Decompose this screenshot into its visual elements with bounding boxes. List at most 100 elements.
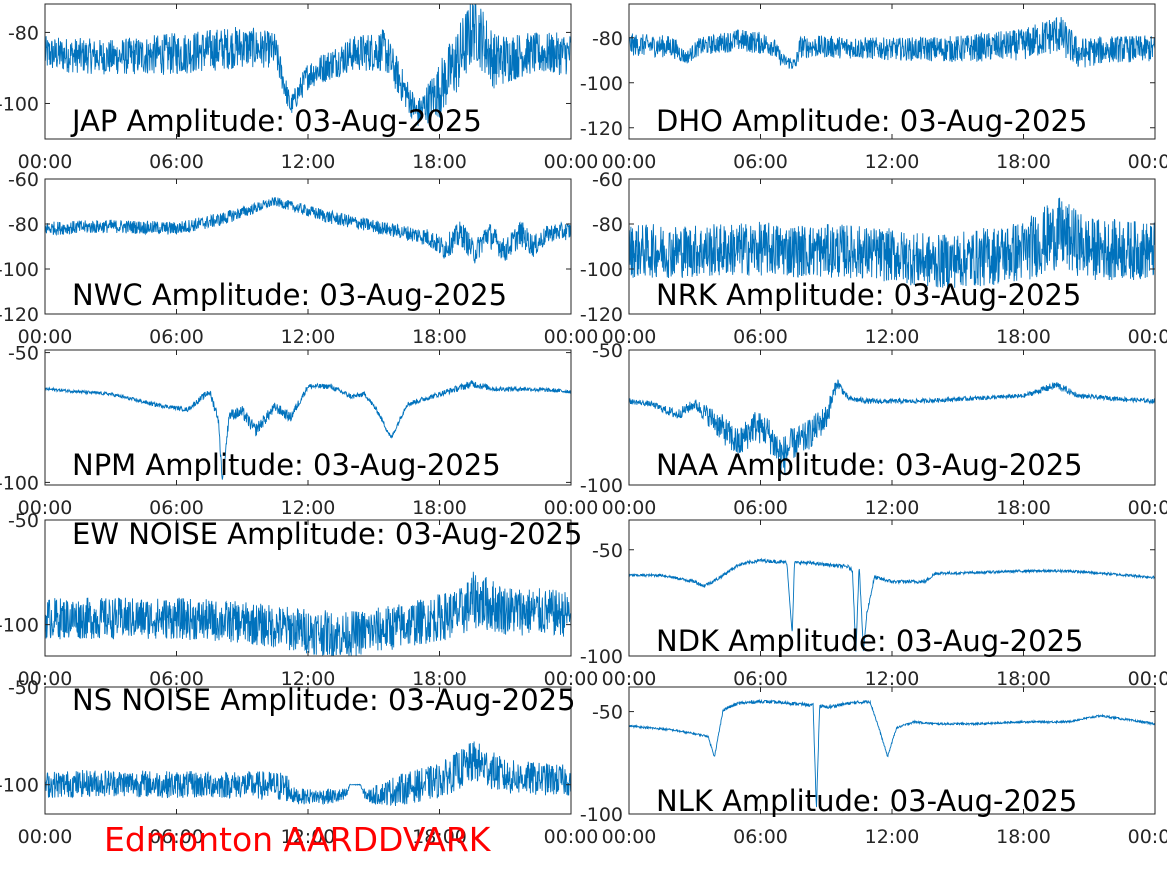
y-tick-label: -60 (592, 169, 623, 191)
panel-9: 00:00 06:00 12:00 18:00 00:00 -50 -100 NS NOISE… (0, 677, 598, 848)
y-tick-label: -100 (580, 475, 623, 497)
panel-2: 00:00 06:00 12:00 18:00 00:00 -80 -100 -120 DHO … (580, 3, 1167, 173)
y-tick-label: -50 (592, 340, 623, 362)
panel-4: 00:00 06:00 12:00 18:00 00:00 -60 -80 -100 -120 N… (580, 169, 1167, 348)
y-tick-label: -50 (8, 677, 39, 699)
panel-title: NDK Amplitude: 03-Aug-2025 (656, 624, 1083, 658)
y-tick-label: -100 (0, 259, 39, 281)
x-tick-label: 00:00 (1128, 326, 1167, 348)
x-tick-label: 12:00 (865, 326, 920, 348)
series-line-7-1 (45, 571, 571, 656)
panel-title: NRK Amplitude: 03-Aug-2025 (656, 278, 1081, 312)
panel-title: NPM Amplitude: 03-Aug-2025 (72, 448, 501, 482)
y-tick-label: -120 (580, 304, 623, 326)
x-tick-label: 00:00 (544, 497, 599, 519)
series-line-9-1 (45, 741, 571, 807)
x-tick-label: 12:00 (281, 326, 336, 348)
x-tick-label: 18:00 (412, 826, 467, 848)
y-tick-label: -100 (0, 775, 39, 797)
y-tick-label: -50 (8, 510, 39, 532)
y-tick-label: -100 (580, 73, 623, 95)
y-tick-label: -100 (0, 615, 39, 637)
x-tick-label: 06:00 (149, 668, 204, 690)
y-tick-label: -100 (580, 259, 623, 281)
y-tick-label: -120 (580, 118, 623, 140)
y-tick-label: -50 (8, 343, 39, 365)
x-tick-label: 18:00 (996, 326, 1051, 348)
x-tick-label: 00:00 (544, 326, 599, 348)
x-tick-label: 00:00 (18, 497, 73, 519)
x-tick-label: 12:00 (281, 497, 336, 519)
y-tick-label: -50 (592, 540, 623, 562)
station-footer-label: Edmonton AARDDVARK (104, 820, 491, 859)
y-tick-label: -80 (8, 214, 39, 236)
series-line-5-1 (45, 380, 571, 480)
x-tick-label: 00:00 (544, 826, 599, 848)
panel-title: EW NOISE Amplitude: 03-Aug-2025 (72, 517, 582, 551)
x-tick-label: 00:00 (1128, 826, 1167, 848)
x-tick-label: 00:00 (544, 151, 599, 173)
series-line-4-1 (629, 197, 1155, 289)
x-tick-label: 00:00 (1128, 151, 1167, 173)
x-tick-label: 18:00 (412, 151, 467, 173)
x-tick-label: 00:00 (602, 668, 657, 690)
y-tick-label: -100 (580, 646, 623, 668)
x-tick-label: 18:00 (996, 497, 1051, 519)
x-tick-label: 12:00 (281, 668, 336, 690)
series-line-2-1 (629, 16, 1155, 70)
x-tick-label: 00:00 (602, 151, 657, 173)
x-tick-label: 18:00 (996, 668, 1051, 690)
x-tick-label: 12:00 (865, 826, 920, 848)
x-tick-label: 00:00 (602, 326, 657, 348)
x-tick-label: 12:00 (865, 497, 920, 519)
series-line-3-1 (45, 197, 571, 264)
x-tick-label: 00:00 (18, 826, 73, 848)
panel-10: 00:00 06:00 12:00 18:00 00:00 -50 -100 NLK Ampl… (580, 686, 1167, 848)
x-tick-label: 12:00 (865, 151, 920, 173)
panel-5: 00:00 06:00 12:00 18:00 00:00 -50 -100 NPM Ampl… (0, 343, 598, 519)
x-tick-label: 00:00 (1128, 668, 1167, 690)
panel-8: 00:00 06:00 12:00 18:00 00:00 -50 -100 NDK Ampl… (580, 519, 1167, 690)
x-tick-label: 12:00 (281, 151, 336, 173)
x-tick-label: 18:00 (412, 497, 467, 519)
panel-title: NLK Amplitude: 03-Aug-2025 (656, 784, 1077, 818)
x-tick-label: 06:00 (149, 826, 204, 848)
y-tick-label: -100 (0, 93, 39, 115)
x-tick-label: 00:00 (18, 151, 73, 173)
x-tick-label: 06:00 (149, 151, 204, 173)
y-tick-label: -60 (8, 169, 39, 191)
panel-3: 00:00 06:00 12:00 18:00 00:00 -60 -80 -100 -120 N… (0, 169, 598, 348)
x-tick-label: 18:00 (412, 668, 467, 690)
x-tick-label: 06:00 (733, 826, 788, 848)
y-tick-label: -80 (592, 214, 623, 236)
x-tick-label: 12:00 (865, 668, 920, 690)
x-tick-label: 00:00 (602, 826, 657, 848)
x-tick-label: 00:00 (602, 497, 657, 519)
panel-1: 00:00 06:00 12:00 18:00 00:00 -80 -100 JAP Ampl… (0, 3, 599, 173)
series-line-6-1 (629, 379, 1155, 475)
x-tick-label: 00:00 (1128, 497, 1167, 519)
x-tick-label: 06:00 (149, 326, 204, 348)
y-tick-label: -100 (580, 804, 623, 826)
y-tick-label: -50 (592, 702, 623, 724)
y-tick-label: -100 (0, 472, 39, 494)
series-line-10-1 (629, 698, 1155, 808)
series-line-8-1 (629, 557, 1155, 652)
panel-7: 00:00 06:00 12:00 18:00 00:00 -50 -100 EW NOISE… (0, 510, 598, 690)
panel-title: NAA Amplitude: 03-Aug-2025 (656, 448, 1083, 482)
panel-6: 00:00 06:00 12:00 18:00 00:00 -50 -100 NAA Ampl… (580, 340, 1167, 519)
x-tick-label: 06:00 (733, 497, 788, 519)
x-tick-label: 06:00 (733, 668, 788, 690)
panel-title: NS NOISE Amplitude: 03-Aug-2025 (72, 683, 576, 717)
panel-title: JAP Amplitude: 03-Aug-2025 (70, 104, 482, 138)
panel-title: DHO Amplitude: 03-Aug-2025 (656, 104, 1087, 138)
x-tick-label: 18:00 (996, 151, 1051, 173)
y-tick-label: -80 (8, 22, 39, 44)
x-tick-label: 00:00 (544, 668, 599, 690)
x-tick-label: 18:00 (412, 326, 467, 348)
x-tick-label: 12:00 (281, 826, 336, 848)
x-tick-label: 18:00 (996, 826, 1051, 848)
x-tick-label: 00:00 (18, 668, 73, 690)
panel-title: NWC Amplitude: 03-Aug-2025 (72, 278, 507, 312)
